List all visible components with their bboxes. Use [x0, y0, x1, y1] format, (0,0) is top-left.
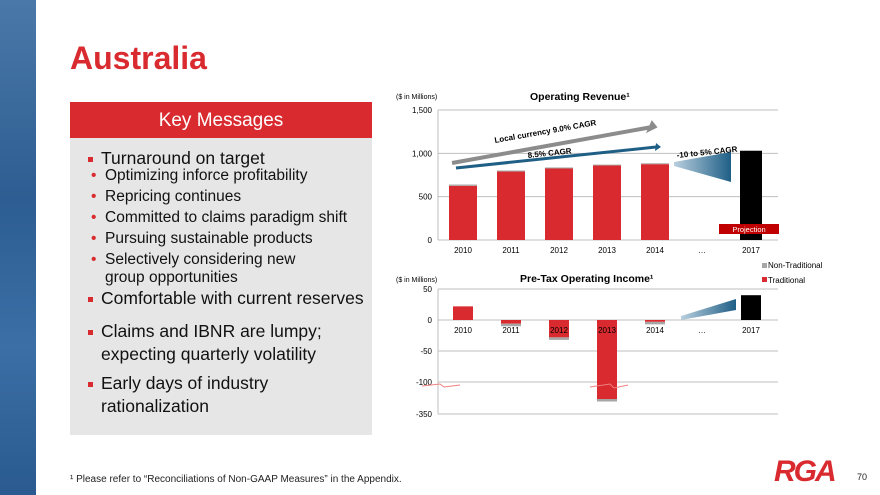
y-tick-label: 500: [419, 193, 433, 202]
y-tick-label: 1,500: [412, 106, 433, 115]
y-tick-label: 1,000: [412, 149, 433, 158]
y-tick-label: 0: [428, 236, 433, 245]
bar-traditional: [449, 185, 477, 240]
bar-non-traditional: [501, 323, 521, 327]
y-tick-label: -100: [416, 378, 433, 387]
x-tick-label: 2014: [646, 246, 664, 255]
bar-traditional: [545, 168, 573, 240]
bar-traditional: [597, 320, 617, 399]
bar-non-traditional: [497, 170, 525, 172]
chart1-title: Operating Revenue¹: [530, 91, 630, 103]
bar-non-traditional: [449, 184, 477, 186]
bar-break-mark: [589, 383, 629, 389]
projection-wedge: [674, 152, 731, 182]
page-number: 70: [857, 472, 868, 482]
x-tick-label: 2011: [502, 246, 520, 255]
bullet-text: Turnaround on target: [101, 148, 265, 168]
sub-bullet-text: Committed to claims paradigm shift: [105, 209, 348, 226]
x-tick-label: 2010: [454, 246, 472, 255]
key-messages-panel: Key Messages Turnaround on target • Optim…: [70, 102, 372, 435]
sub-bullet: • Selectively considering new group oppor…: [91, 251, 296, 286]
x-tick-label: 2013: [598, 326, 616, 335]
sub-bullet-text: Repricing continues: [105, 188, 242, 205]
x-tick-label: …: [698, 326, 706, 335]
bullet: Comfortable with current reserves: [88, 288, 364, 308]
y-tick-label: -50: [420, 347, 432, 356]
bar-traditional: [453, 306, 473, 320]
x-tick-label: 2010: [454, 326, 472, 335]
decorative-side-strip: [0, 0, 36, 495]
bar-projection: [741, 295, 761, 320]
x-tick-label: 2012: [550, 326, 568, 335]
cagr-arrow: [455, 145, 657, 170]
sub-bullet-text: Pursuing sustainable products: [105, 230, 313, 247]
x-tick-label: 2011: [502, 326, 520, 335]
bar-non-traditional: [645, 321, 665, 325]
bullet: Early days of industry rationalization: [88, 372, 301, 418]
chart2-title: Pre-Tax Operating Income¹: [520, 273, 654, 285]
bullet: Turnaround on target: [88, 148, 265, 168]
footnote: ¹ Please refer to “Reconciliations of No…: [70, 474, 402, 485]
sub-bullet: • Committed to claims paradigm shift: [91, 209, 348, 226]
bar-traditional: [645, 320, 665, 322]
x-tick-label: 2013: [598, 246, 616, 255]
bar-non-traditional: [597, 399, 617, 402]
x-tick-label: 2017: [742, 246, 760, 255]
sub-bullet: • Pursuing sustainable products: [91, 230, 313, 247]
legend-swatch-non-traditional: [762, 263, 767, 268]
legend-swatch-traditional: [762, 277, 767, 282]
y-tick-label: 0: [428, 316, 433, 325]
sub-bullet: • Repricing continues: [91, 188, 242, 205]
bar-traditional: [593, 165, 621, 240]
bar-traditional: [497, 171, 525, 240]
x-tick-label: 2012: [550, 246, 568, 255]
projection-label-box: [719, 224, 779, 234]
bullet-text: Comfortable with current reserves: [101, 288, 364, 308]
axis-break-mark: [421, 383, 461, 388]
sub-bullet: • Optimizing inforce profitability: [91, 167, 308, 184]
income-projection-wedge: [681, 299, 736, 320]
bullet-text: Claims and IBNR are lumpy; expecting qua…: [101, 321, 322, 364]
y-tick-label: 50: [423, 285, 432, 294]
bullet: Claims and IBNR are lumpy; expecting qua…: [88, 320, 341, 366]
bar-non-traditional: [549, 337, 569, 340]
bar-non-traditional: [641, 163, 669, 165]
bullet-text: Early days of industry rationalization: [101, 373, 269, 416]
rga-logo: RGA: [774, 455, 837, 488]
bar-traditional: [549, 320, 569, 338]
legend-traditional: Traditional: [768, 276, 805, 285]
key-messages-header: Key Messages: [70, 102, 372, 138]
y-tick-label: -350: [416, 410, 433, 419]
local-currency-arrow: [451, 125, 653, 165]
bar-non-traditional: [593, 164, 621, 166]
sub-bullet-text: Optimizing inforce profitability: [105, 167, 308, 184]
x-tick-label: 2017: [742, 326, 760, 335]
projection-label: Projection: [732, 225, 765, 234]
legend-non-traditional: Non-Traditional: [768, 261, 823, 270]
x-tick-label: …: [698, 246, 706, 255]
bar-traditional: [501, 320, 521, 324]
page-title: Australia: [70, 40, 207, 76]
chart2-unit-label: ($ in Millions): [396, 277, 437, 284]
chart1-unit-label: ($ in Millions): [396, 94, 437, 101]
bar-projection: [740, 150, 762, 240]
x-tick-label: 2014: [646, 326, 664, 335]
bar-non-traditional: [545, 167, 573, 169]
bar-traditional: [641, 164, 669, 240]
sub-bullet-text: Selectively considering new group opport…: [105, 251, 296, 286]
